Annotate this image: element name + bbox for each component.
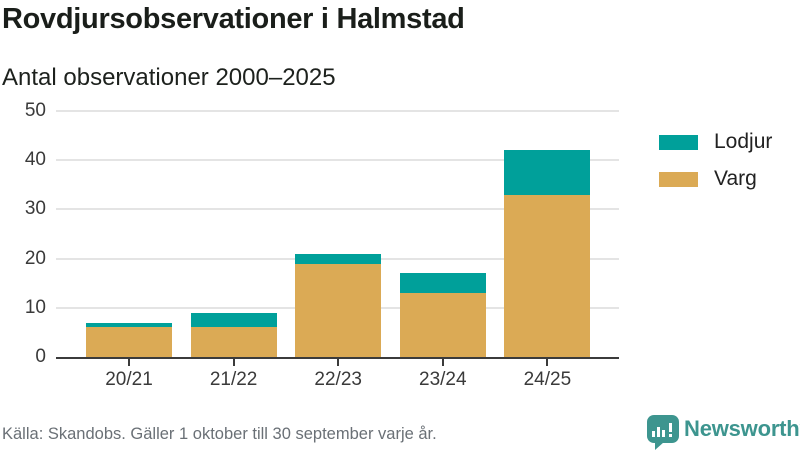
- newsworthy-logo: [647, 415, 679, 450]
- y-axis-tick-label: 10: [24, 296, 46, 318]
- gridline-y30: [56, 208, 619, 211]
- legend-label: Lodjur: [714, 130, 773, 153]
- bar-segment-lodjur-21-22: [190, 312, 277, 328]
- bar-segment-varg-23-24: [399, 293, 486, 357]
- x-axis-tick: [128, 359, 130, 366]
- x-axis-tick-label: 24/25: [523, 369, 572, 390]
- y-axis-tick-label: 40: [24, 149, 46, 171]
- y-axis-tick-label: 20: [24, 247, 46, 269]
- bar-segment-lodjur-24-25: [504, 150, 591, 195]
- x-axis-tick: [546, 359, 549, 366]
- legend-swatch-varg: [659, 171, 698, 187]
- mini-bar-chart-icon: [652, 423, 672, 437]
- legend-swatch-lodjur: [659, 134, 698, 150]
- chart-legend: Lodjur Varg: [659, 130, 772, 204]
- y-axis-tick-label: 50: [24, 100, 46, 121]
- bar-segment-lodjur-22-23: [295, 253, 382, 264]
- page-title: Rovdjursobservationer i Halmstad: [2, 3, 465, 35]
- brand-wordmark: Newsworthy: [684, 416, 800, 441]
- bar-segment-lodjur-20-21: [86, 322, 172, 328]
- y-axis-tick-label: 0: [35, 346, 46, 367]
- bar-segment-varg-20-21: [86, 327, 172, 357]
- bar-segment-varg-21-22: [190, 327, 277, 357]
- exclamation-icon: [669, 423, 672, 437]
- x-axis-tick-label: 22/23: [314, 369, 362, 390]
- y-axis-tick-label: 30: [24, 198, 46, 220]
- x-axis-tick: [232, 359, 235, 366]
- bar-segment-varg-22-23: [295, 263, 382, 357]
- legend-label: Varg: [714, 167, 757, 190]
- bar-segment-lodjur-23-24: [399, 273, 486, 294]
- chart-subtitle: Antal observationer 2000–2025: [2, 64, 336, 91]
- gridline-y50: [56, 110, 619, 112]
- speech-bubble-icon: [647, 415, 679, 450]
- gridline-y40: [56, 159, 619, 162]
- x-axis-tick: [441, 359, 444, 366]
- bar-segment-varg-24-25: [504, 194, 591, 357]
- x-axis-tick-label: 23/24: [419, 369, 467, 390]
- legend-item-varg: Varg: [659, 167, 772, 191]
- x-axis-tick-label: 21/22: [209, 369, 258, 390]
- speech-bubble-tail: [655, 442, 664, 450]
- legend-item-lodjur: Lodjur: [659, 130, 772, 154]
- x-axis-tick: [337, 359, 340, 366]
- x-axis-line: [56, 357, 619, 359]
- source-note: Källa: Skandobs. Gäller 1 oktober till 3…: [2, 425, 437, 443]
- x-axis-tick-label: 20/21: [105, 369, 153, 390]
